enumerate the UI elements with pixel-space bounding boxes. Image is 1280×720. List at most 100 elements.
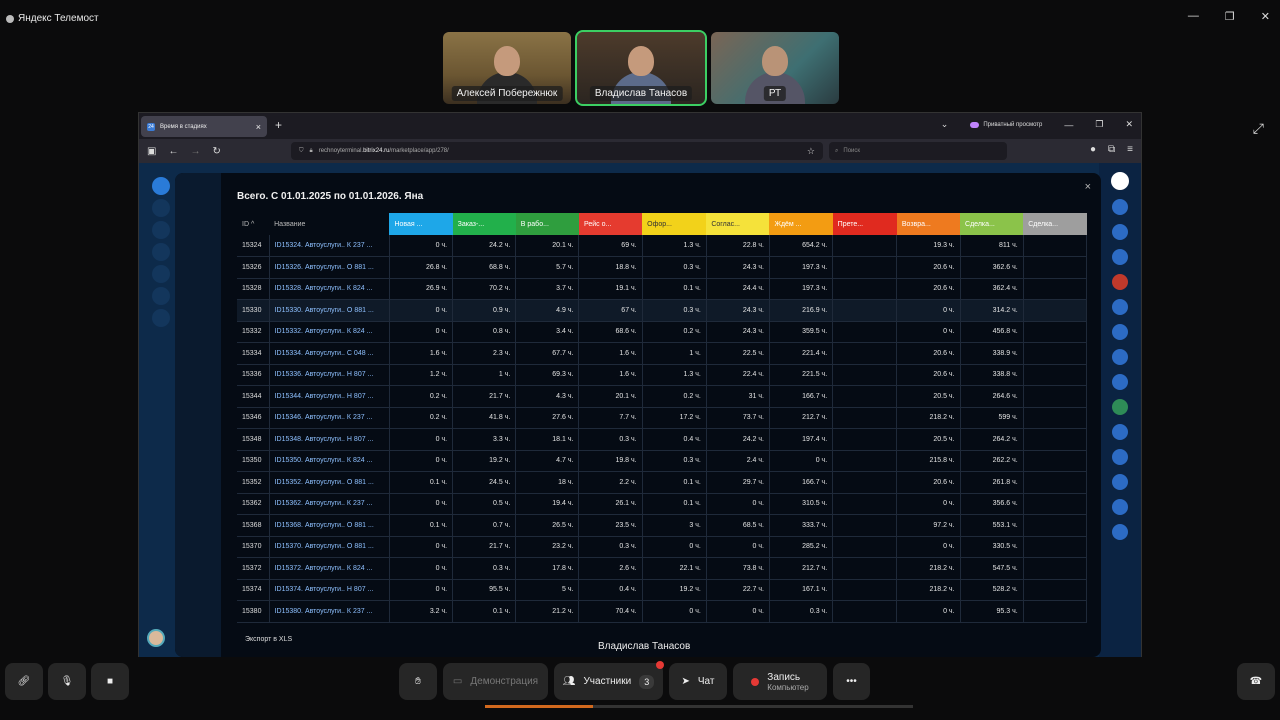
browser-maximize-icon[interactable]: ❐ (1095, 119, 1104, 129)
row-title-link[interactable]: ID15348. Автоуслуги.. Н 807 ... (269, 428, 390, 451)
tab-list-chevron-icon[interactable]: ⌄ (940, 119, 949, 129)
table-row[interactable]: 15352 ID15352. Автоуслуги.. О 881 ... 0.1 … (237, 471, 1088, 494)
row-title-link[interactable]: ID15372. Автоуслуги.. К 824 ... (269, 557, 390, 580)
participant-tile-active[interactable]: Владислав Танасов (575, 30, 707, 106)
leftbar-close-icon[interactable] (152, 177, 170, 195)
row-title-link[interactable]: ID15344. Автоуслуги.. Н 807 ... (269, 385, 390, 408)
leftbar-item-icon[interactable] (152, 265, 170, 283)
rightbar-icon[interactable] (1112, 324, 1128, 340)
sidebar-toggle-icon[interactable]: ▣ (147, 145, 157, 157)
bell-icon[interactable] (1112, 199, 1128, 215)
account-icon[interactable]: ● (1089, 144, 1097, 155)
rightbar-icon[interactable] (1112, 474, 1128, 490)
extensions-icon[interactable]: ⧉ (1108, 144, 1116, 155)
table-row[interactable]: 15336 ID15336. Автоуслуги.. Н 807 ... 1.2 … (237, 364, 1088, 386)
column-header[interactable]: Соглас... (706, 213, 770, 235)
column-header[interactable]: Название (274, 220, 306, 228)
rightbar-icon[interactable] (1112, 449, 1128, 465)
row-title-link[interactable]: ID15362. Автоуслуги.. К 237 ... (269, 493, 390, 515)
browser-close-icon[interactable]: ✕ (1125, 119, 1133, 129)
row-title-link[interactable]: ID15350. Автоуслуги.. К 824 ... (269, 450, 390, 472)
table-row[interactable]: 15370 ID15370. Автоуслуги.. О 881 ... 0 ч.… (237, 536, 1088, 558)
new-tab-button[interactable]: + (275, 118, 283, 132)
rightbar-icon[interactable] (1112, 424, 1128, 440)
browser-tab[interactable]: 24 Время в стадиях × (141, 116, 267, 137)
table-row[interactable]: 15380 ID15380. Автоуслуги.. К 237 ... 3.2 … (237, 600, 1088, 623)
user-avatar[interactable] (147, 629, 165, 647)
column-header[interactable]: Возвра... (896, 213, 961, 235)
row-title-link[interactable]: ID15368. Автоуслуги.. О 881 ... (269, 514, 390, 537)
rightbar-icon[interactable] (1112, 274, 1128, 290)
back-icon[interactable]: ← (168, 145, 179, 157)
close-icon[interactable]: ✕ (1260, 11, 1270, 23)
maximize-icon[interactable]: ❐ (1224, 11, 1235, 23)
row-title-link[interactable]: ID15336. Автоуслуги.. Н 807 ... (269, 364, 390, 386)
copy-link-button[interactable]: 🔗︎ (5, 663, 43, 700)
participant-tile[interactable]: Алексей Побережнюк (443, 32, 571, 104)
rightbar-icon[interactable] (1112, 399, 1128, 415)
chat-button[interactable]: ➤ Чат (669, 663, 727, 700)
column-header[interactable]: В рабо... (515, 213, 579, 235)
table-row[interactable]: 15330 ID15330. Автоуслуги.. О 881 ... 0 ч.… (237, 299, 1088, 322)
table-row[interactable]: 15324 ID15324. Автоуслуги.. К 237 ... 0 ч.… (237, 235, 1088, 257)
rightbar-icon[interactable] (1112, 524, 1128, 540)
column-header[interactable]: Прете... (832, 213, 897, 235)
column-header[interactable]: ID ^ (242, 220, 255, 228)
leftbar-item-icon[interactable] (152, 221, 170, 239)
forward-icon[interactable]: → (190, 145, 201, 157)
export-xls-button[interactable]: Экспорт в XLS (245, 636, 293, 643)
record-button[interactable]: Запись Компьютер (733, 663, 827, 700)
more-button[interactable]: ••• (833, 663, 870, 700)
table-row[interactable]: 15334 ID15334. Автоуслуги.. С 048 ... 1.6 … (237, 342, 1088, 365)
profile-icon[interactable] (1111, 172, 1129, 190)
leftbar-item-icon[interactable] (152, 309, 170, 327)
table-row[interactable]: 15362 ID15362. Автоуслуги.. К 237 ... 0 ч.… (237, 493, 1088, 515)
row-title-link[interactable]: ID15334. Автоуслуги.. С 048 ... (269, 342, 390, 365)
row-title-link[interactable]: ID15330. Автоуслуги.. О 881 ... (269, 299, 390, 322)
table-row[interactable]: 15368 ID15368. Автоуслуги.. О 881 ... 0.1 … (237, 514, 1088, 537)
participants-button[interactable]: 👥︎ Участники 3 (554, 663, 663, 700)
table-row[interactable]: 15374 ID15374. Автоуслуги.. Н 807 ... 0 ч.… (237, 579, 1088, 601)
rightbar-icon[interactable] (1112, 374, 1128, 390)
url-bar[interactable]: ⛉ 🔒︎ rechnoyterminal.bitrix24.ru/marketp… (291, 142, 823, 160)
column-header[interactable]: Офор... (642, 213, 707, 235)
rightbar-icon[interactable] (1112, 499, 1128, 515)
table-row[interactable]: 15350 ID15350. Автоуслуги.. К 824 ... 0 ч.… (237, 450, 1088, 472)
raise-hand-button[interactable]: ✋︎ (399, 663, 437, 700)
column-header[interactable]: Сделка... (1023, 213, 1087, 235)
table-row[interactable]: 15346 ID15346. Автоуслуги.. К 237 ... 0.2 … (237, 407, 1088, 429)
leftbar-item-icon[interactable] (152, 243, 170, 261)
hang-up-button[interactable]: ☎︎ (1237, 663, 1275, 700)
menu-icon[interactable]: ≡ (1127, 144, 1133, 155)
modal-close-icon[interactable]: × (1084, 181, 1091, 193)
column-header[interactable]: Заказ-... (452, 213, 516, 235)
participant-tile[interactable]: РТ (711, 32, 839, 104)
table-row[interactable]: 15332 ID15332. Автоуслуги.. К 824 ... 0 ч.… (237, 321, 1088, 343)
row-title-link[interactable]: ID15328. Автоуслуги.. К 824 ... (269, 278, 390, 300)
row-title-link[interactable]: ID15326. Автоуслуги.. О 881 ... (269, 256, 390, 279)
row-title-link[interactable]: ID15332. Автоуслуги.. К 824 ... (269, 321, 390, 343)
column-header[interactable]: Ждём ... (769, 213, 833, 235)
row-title-link[interactable]: ID15346. Автоуслуги.. К 237 ... (269, 407, 390, 429)
reload-icon[interactable]: ↻ (212, 145, 221, 157)
search-icon[interactable] (1112, 249, 1128, 265)
microphone-button[interactable]: 🎙︎ (48, 663, 86, 700)
row-title-link[interactable]: ID15374. Автоуслуги.. Н 807 ... (269, 579, 390, 601)
leftbar-link-icon[interactable] (152, 199, 170, 217)
row-title-link[interactable]: ID15352. Автоуслуги.. О 881 ... (269, 471, 390, 494)
screen-share-button[interactable]: ▭ Демонстрация (443, 663, 548, 700)
column-header[interactable]: Рейс о... (578, 213, 643, 235)
rightbar-icon[interactable] (1112, 349, 1128, 365)
row-title-link[interactable]: ID15370. Автоуслуги.. О 881 ... (269, 536, 390, 558)
fullscreen-icon[interactable]: ⤢ (1252, 120, 1264, 136)
browser-minimize-icon[interactable]: — (1064, 119, 1074, 130)
column-header[interactable]: Сделка... (960, 213, 1024, 235)
rightbar-icon[interactable] (1112, 299, 1128, 315)
row-title-link[interactable]: ID15324. Автоуслуги.. К 237 ... (269, 235, 390, 257)
bookmark-star-icon[interactable]: ☆ (806, 145, 815, 156)
camera-button[interactable]: ■ (91, 663, 129, 700)
row-title-link[interactable]: ID15380. Автоуслуги.. К 237 ... (269, 600, 390, 623)
leftbar-item-icon[interactable] (152, 287, 170, 305)
rightbar-icon[interactable] (1112, 224, 1128, 240)
table-row[interactable]: 15348 ID15348. Автоуслуги.. Н 807 ... 0 ч.… (237, 428, 1088, 451)
